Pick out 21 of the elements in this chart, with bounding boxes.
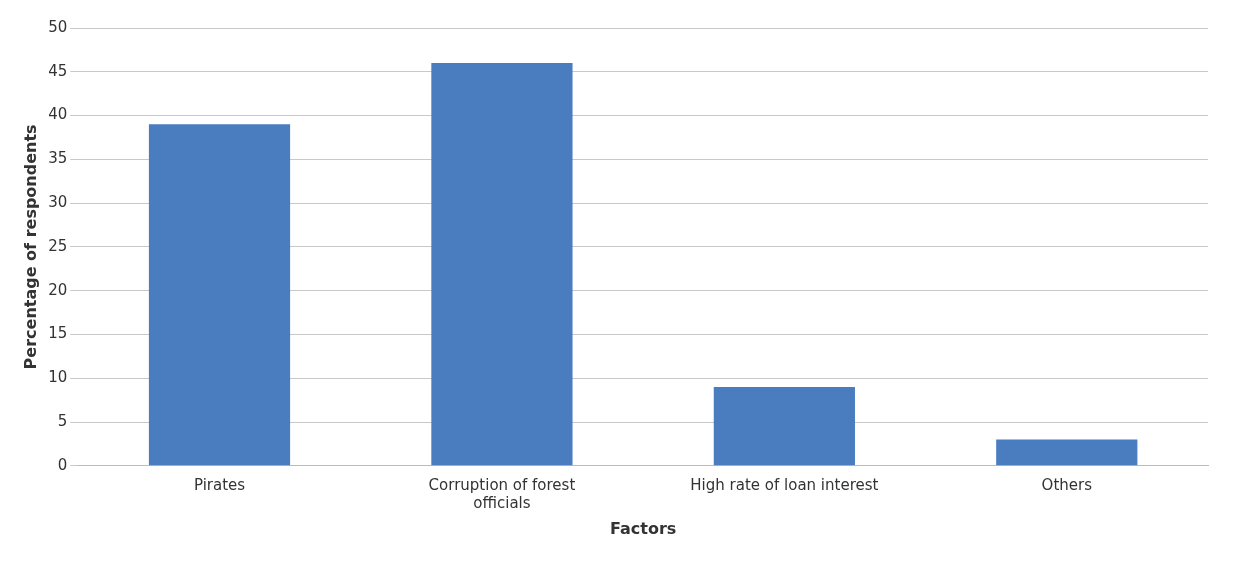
y-tick-label: 10 — [48, 368, 68, 387]
x-axis-title: Factors — [609, 518, 677, 538]
y-tick-label: 50 — [48, 17, 68, 36]
x-tick-label: Corruption of forest officials — [428, 475, 576, 512]
y-tick-label: 20 — [48, 280, 68, 299]
y-tick-label: 0 — [57, 455, 68, 474]
y-tick-label: 30 — [48, 193, 68, 212]
bar — [996, 439, 1138, 466]
y-tick-label: 35 — [48, 149, 68, 168]
y-axis-title: Percentage of respondents — [20, 124, 40, 370]
x-tick-label: Pirates — [193, 475, 246, 494]
bar — [431, 63, 573, 466]
bar — [713, 387, 855, 466]
x-tick-label: High rate of loan interest — [690, 475, 879, 494]
y-tick-label: 5 — [57, 411, 68, 430]
y-tick-label: 40 — [48, 105, 68, 124]
bar — [148, 124, 291, 466]
y-tick-label: 15 — [48, 324, 68, 343]
y-tick-label: 45 — [48, 61, 68, 80]
y-tick-label: 25 — [48, 236, 68, 255]
x-tick-label: Others — [1041, 475, 1093, 494]
